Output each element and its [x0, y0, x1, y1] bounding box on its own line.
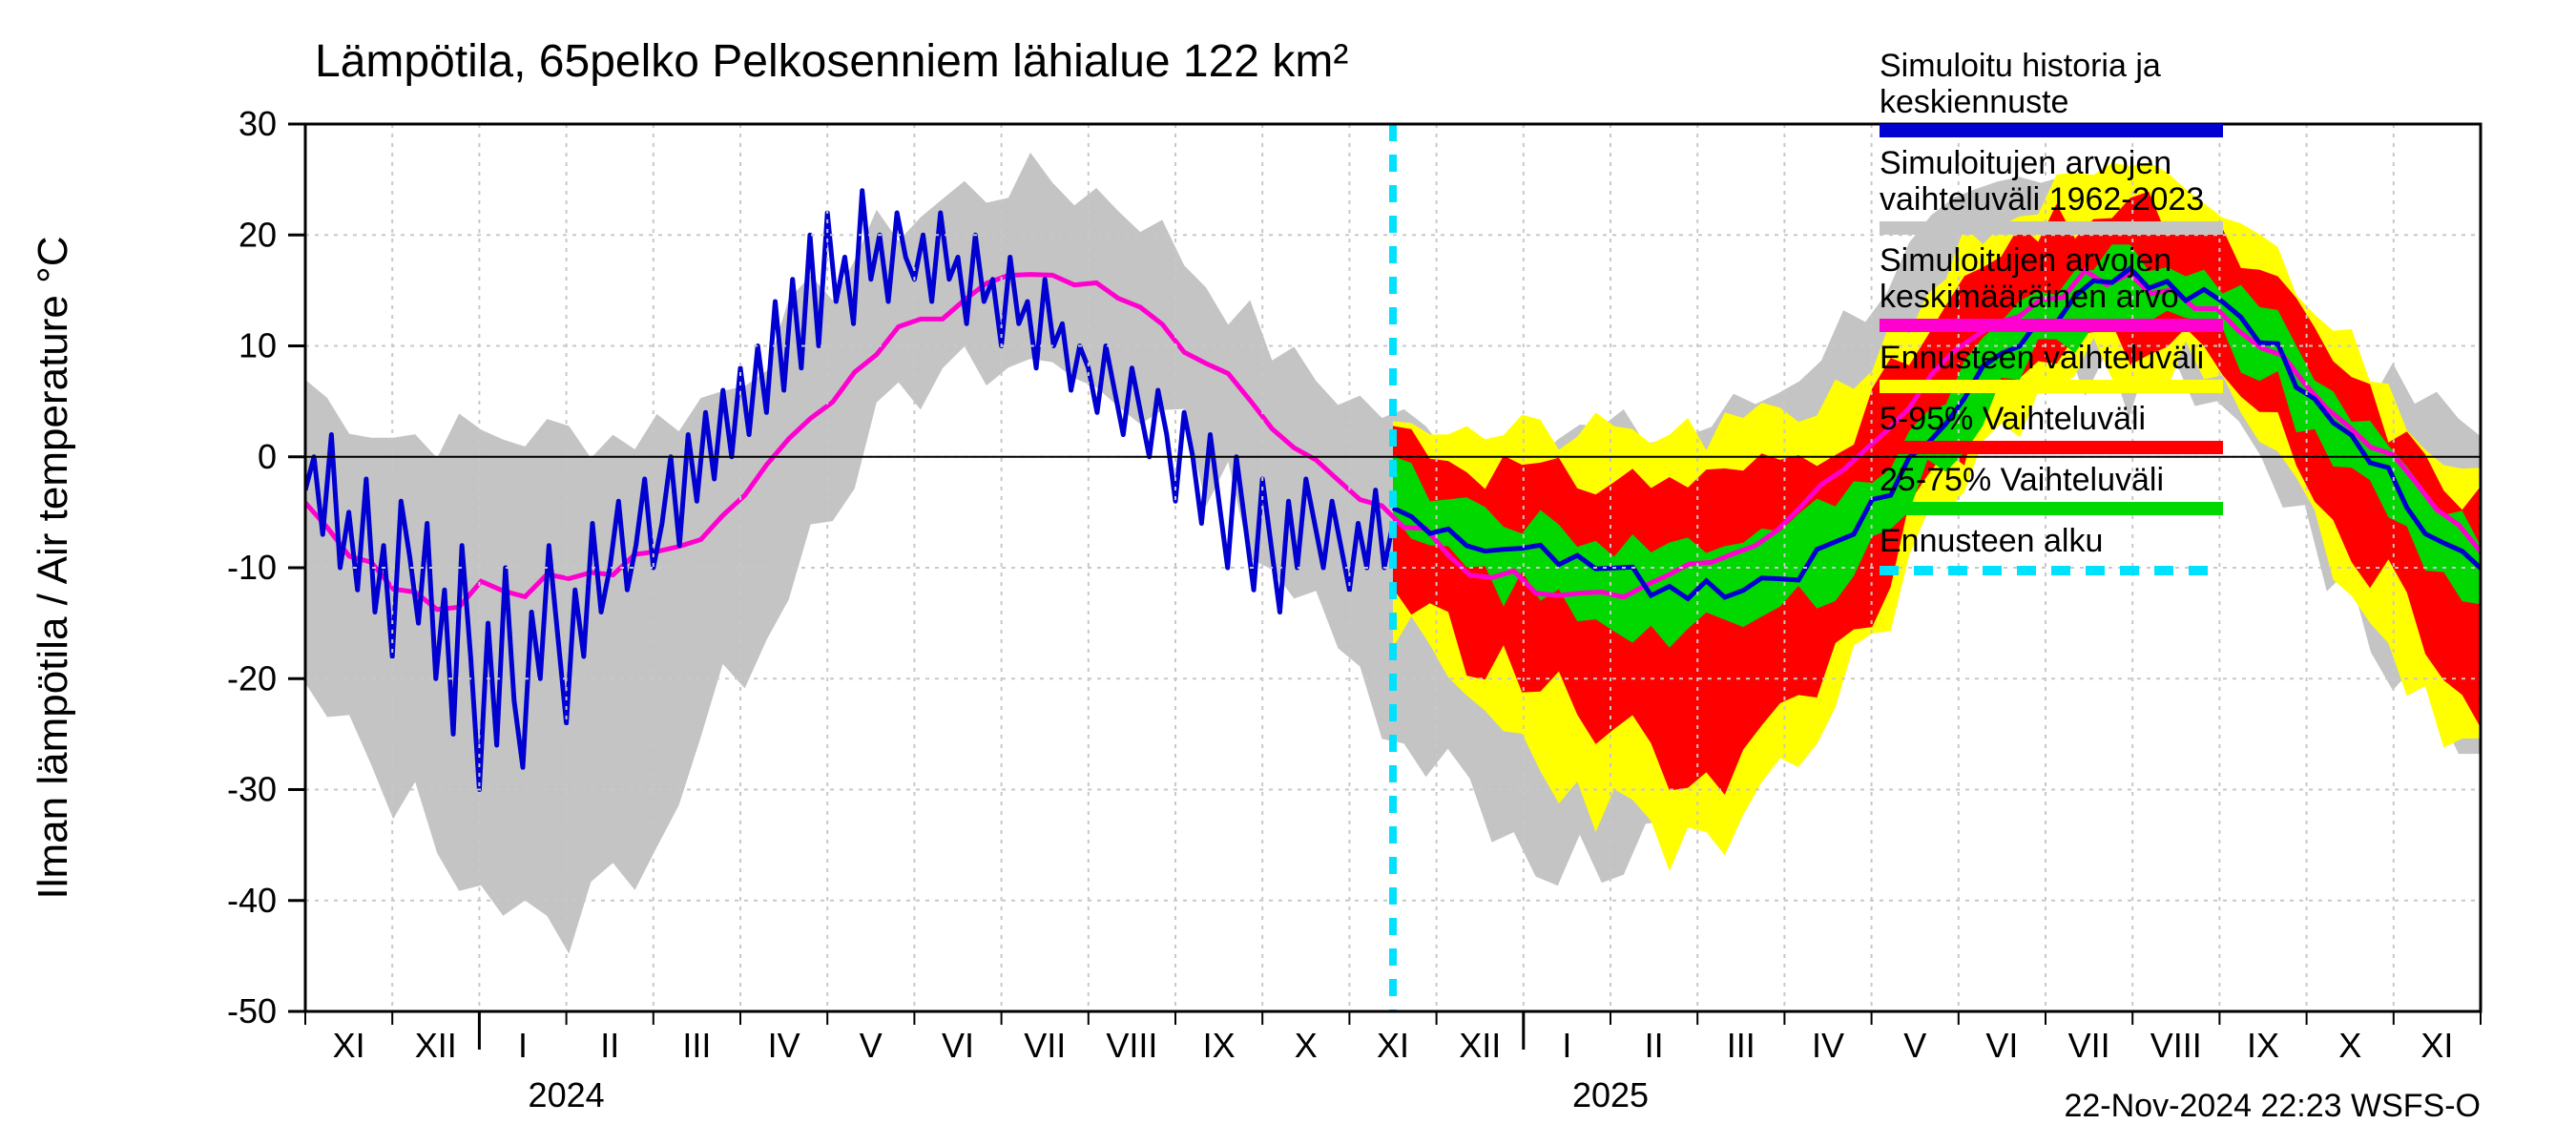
- legend-swatch: [1880, 221, 2223, 235]
- x-month-label: VI: [942, 1026, 974, 1065]
- y-tick-label: 30: [239, 104, 277, 143]
- x-month-label: II: [600, 1026, 619, 1065]
- legend-label: Ennusteen alku: [1880, 523, 2103, 559]
- legend-label: keskiennuste: [1880, 84, 2068, 120]
- y-tick-label: -50: [227, 991, 277, 1030]
- legend-label: vaihteluväli 1962-2023: [1880, 181, 2204, 218]
- x-month-label: IV: [768, 1026, 800, 1065]
- x-month-label: XII: [1459, 1026, 1501, 1065]
- y-tick-label: 20: [239, 215, 277, 254]
- chart-svg: -50-40-30-20-100102030XIXIIIIIIIIIVVVIVI…: [0, 0, 2576, 1145]
- legend-swatch: [1880, 380, 2223, 393]
- y-tick-label: -10: [227, 548, 277, 587]
- x-month-label: X: [1295, 1026, 1318, 1065]
- legend-label: 5-95% Vaihteluväli: [1880, 401, 2146, 437]
- x-month-label: XI: [2420, 1026, 2453, 1065]
- legend-swatch: [1880, 502, 2223, 515]
- legend-label: Ennusteen vaihteluväli: [1880, 340, 2204, 376]
- temperature-forecast-chart: -50-40-30-20-100102030XIXIIIIIIIIIVVVIVI…: [0, 0, 2576, 1145]
- legend-swatch: [1880, 124, 2223, 137]
- x-month-label: I: [518, 1026, 528, 1065]
- x-month-label: IV: [1812, 1026, 1844, 1065]
- x-month-label: I: [1562, 1026, 1571, 1065]
- legend-label: Simuloitujen arvojen: [1880, 242, 2171, 279]
- y-tick-label: -20: [227, 658, 277, 697]
- chart-title: Lämpötila, 65pelko Pelkosenniem lähialue…: [315, 36, 1348, 87]
- x-month-label: VII: [1024, 1026, 1066, 1065]
- legend-label: keskimääräinen arvo: [1880, 279, 2179, 315]
- y-tick-label: 10: [239, 326, 277, 365]
- x-month-label: II: [1645, 1026, 1664, 1065]
- x-month-label: X: [2338, 1026, 2361, 1065]
- x-month-label: VIII: [2150, 1026, 2202, 1065]
- legend-swatch: [1880, 441, 2223, 454]
- x-month-label: III: [682, 1026, 711, 1065]
- y-tick-label: -30: [227, 770, 277, 809]
- legend-swatch: [1880, 319, 2223, 332]
- x-month-label: VII: [2068, 1026, 2110, 1065]
- chart-footer: 22-Nov-2024 22:23 WSFS-O: [2064, 1088, 2481, 1124]
- x-month-label: IX: [2247, 1026, 2279, 1065]
- x-month-label: XII: [415, 1026, 457, 1065]
- legend-label: Simuloitujen arvojen: [1880, 145, 2171, 181]
- y-tick-label: 0: [258, 437, 277, 476]
- x-month-label: V: [1903, 1026, 1926, 1065]
- x-month-label: V: [860, 1026, 883, 1065]
- x-month-label: III: [1727, 1026, 1755, 1065]
- x-month-label: IX: [1203, 1026, 1236, 1065]
- y-axis-label: Ilman lämpötila / Air temperature °C: [30, 237, 76, 900]
- legend-label: 25-75% Vaihteluväli: [1880, 462, 2164, 498]
- x-year-label: 2024: [529, 1075, 605, 1114]
- x-month-label: XI: [333, 1026, 365, 1065]
- legend-label: Simuloitu historia ja: [1880, 48, 2161, 84]
- x-month-label: XI: [1377, 1026, 1409, 1065]
- x-month-label: VIII: [1106, 1026, 1157, 1065]
- x-month-label: VI: [1985, 1026, 2018, 1065]
- x-year-label: 2025: [1572, 1075, 1649, 1114]
- y-tick-label: -40: [227, 881, 277, 920]
